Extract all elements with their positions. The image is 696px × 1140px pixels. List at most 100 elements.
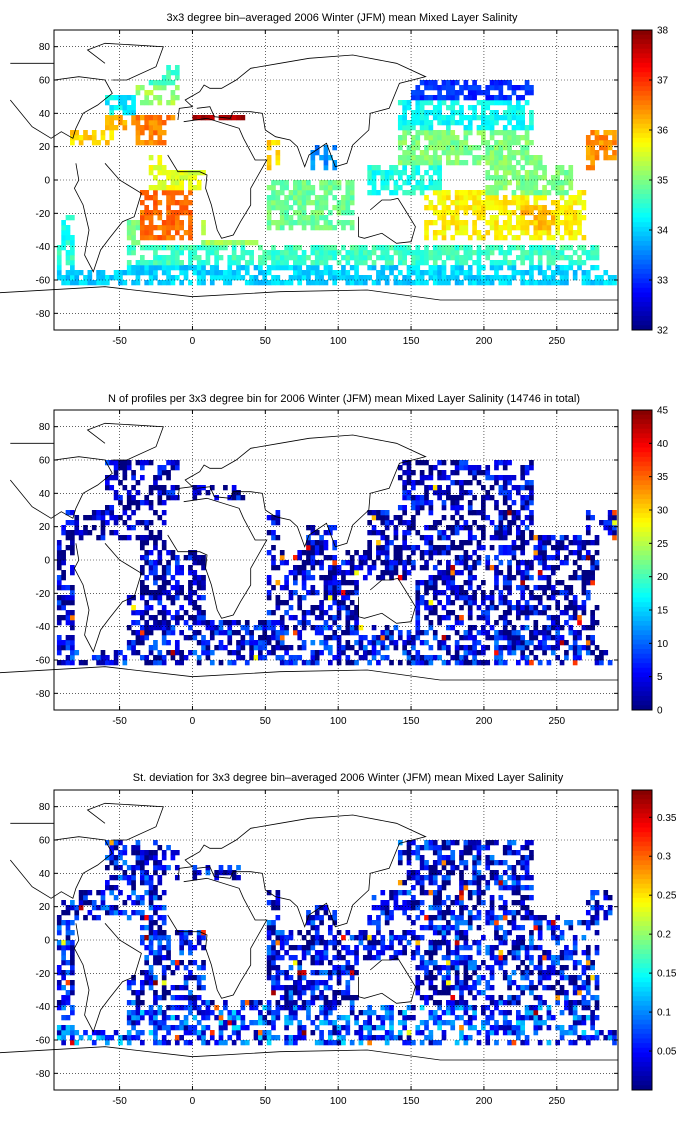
heatmap-cell: [113, 465, 119, 471]
heatmap-cell: [354, 650, 359, 656]
coastline: [177, 434, 427, 548]
heatmap-cell: [332, 565, 338, 571]
heatmap-cell: [393, 265, 399, 271]
heatmap-cell: [502, 615, 508, 621]
heatmap-cell: [494, 655, 499, 661]
heatmap-cell: [157, 575, 163, 581]
heatmap-cell: [153, 260, 158, 266]
heatmap-cell: [327, 555, 333, 561]
heatmap-cell: [310, 225, 316, 231]
heatmap-cell: [126, 225, 132, 231]
heatmap-cell: [341, 270, 346, 276]
heatmap-cell: [454, 525, 460, 531]
heatmap-cell: [65, 980, 71, 986]
heatmap-cell: [284, 975, 289, 981]
heatmap-cell: [174, 585, 180, 591]
heatmap-cell: [113, 895, 119, 901]
heatmap-cell: [529, 205, 534, 211]
heatmap-cell: [157, 100, 163, 106]
heatmap-cell: [590, 580, 595, 586]
heatmap-cell: [472, 85, 477, 91]
heatmap-cell: [310, 955, 316, 961]
colorbar-tick-label: 32: [657, 326, 669, 337]
heatmap-cell: [581, 245, 587, 251]
heatmap-cell: [529, 275, 534, 281]
heatmap-cell: [301, 560, 307, 566]
heatmap-cell: [494, 205, 499, 211]
heatmap-cell: [402, 170, 407, 176]
heatmap-cell: [520, 520, 526, 526]
heatmap-cell: [288, 245, 294, 251]
heatmap-cell: [489, 605, 495, 611]
heatmap-cell: [411, 145, 416, 151]
heatmap-cell: [494, 480, 499, 486]
heatmap-cell: [494, 475, 499, 481]
heatmap-cell: [144, 620, 150, 626]
heatmap-cell: [402, 570, 407, 576]
heatmap-cell: [371, 560, 377, 566]
heatmap-cell: [411, 550, 416, 556]
heatmap-cell: [520, 485, 526, 491]
heatmap-cell: [279, 190, 285, 196]
heatmap-cell: [524, 170, 530, 176]
heatmap-cell: [135, 225, 141, 231]
heatmap-cell: [293, 945, 298, 951]
heatmap-cell: [74, 650, 80, 656]
heatmap-cell: [402, 480, 407, 486]
heatmap-cell: [131, 870, 136, 876]
heatmap-cell: [314, 275, 320, 281]
heatmap-cell: [406, 525, 412, 531]
heatmap-cell: [271, 945, 276, 951]
heatmap-cell: [476, 115, 482, 121]
heatmap-cell: [135, 1035, 141, 1041]
heatmap-cell: [585, 635, 591, 641]
heatmap-cell: [467, 195, 473, 201]
heatmap-cell: [105, 905, 110, 911]
heatmap-cell: [144, 955, 150, 961]
heatmap-cell: [323, 950, 329, 956]
heatmap-cell: [323, 645, 329, 651]
heatmap-cell: [437, 215, 442, 221]
heatmap-cell: [161, 990, 167, 996]
heatmap-cell: [91, 1030, 97, 1036]
heatmap-cell: [135, 1015, 141, 1021]
heatmap-cell: [376, 540, 381, 546]
heatmap-cell: [345, 180, 351, 186]
heatmap-cell: [397, 115, 403, 121]
heatmap-cell: [507, 140, 512, 146]
heatmap-cell: [271, 180, 276, 186]
heatmap-cell: [161, 625, 167, 631]
heatmap-cell: [170, 100, 176, 106]
heatmap-cell: [467, 255, 473, 261]
heatmap-cell: [463, 225, 469, 231]
heatmap-cell: [406, 280, 412, 286]
heatmap-cell: [502, 200, 508, 206]
heatmap-cell: [157, 95, 163, 101]
heatmap-cell: [65, 255, 71, 261]
heatmap-cell: [393, 275, 399, 281]
heatmap-cell: [192, 170, 198, 176]
heatmap-cell: [362, 655, 368, 661]
heatmap-cell: [345, 590, 351, 596]
heatmap-cell: [131, 495, 136, 501]
heatmap-cell: [83, 1030, 88, 1036]
heatmap-cell: [472, 210, 477, 216]
heatmap-cell: [139, 655, 145, 661]
heatmap-cell: [581, 570, 587, 576]
heatmap-cell: [594, 155, 600, 161]
heatmap-cell: [476, 250, 482, 256]
heatmap-cell: [188, 580, 193, 586]
heatmap-cell: [297, 975, 303, 981]
heatmap-cell: [419, 180, 425, 186]
heatmap-cell: [139, 130, 145, 136]
heatmap-cell: [533, 180, 539, 186]
heatmap-cell: [454, 230, 460, 236]
heatmap-cell: [494, 175, 499, 181]
heatmap-cell: [297, 180, 303, 186]
heatmap-cell: [498, 635, 504, 641]
heatmap-cell: [428, 180, 434, 186]
heatmap-cell: [494, 555, 499, 561]
heatmap-cell: [384, 520, 390, 526]
heatmap-cell: [301, 215, 307, 221]
heatmap-cell: [113, 660, 119, 666]
